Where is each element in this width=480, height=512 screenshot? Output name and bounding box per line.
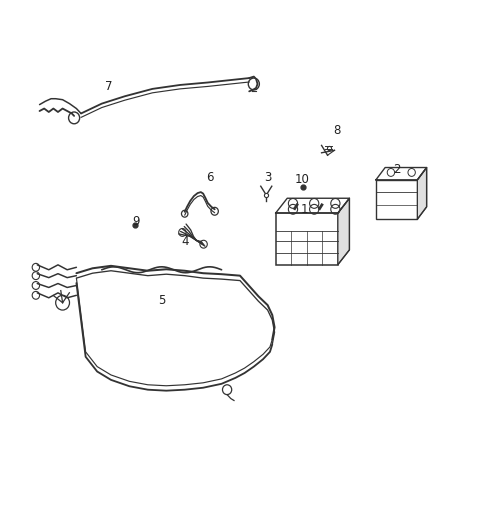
Text: 2: 2 xyxy=(393,163,400,177)
Text: 5: 5 xyxy=(158,294,165,307)
Bar xyxy=(276,213,338,265)
Text: 7: 7 xyxy=(105,80,112,93)
Bar xyxy=(376,180,418,219)
Text: 8: 8 xyxy=(333,124,340,137)
Polygon shape xyxy=(418,167,427,219)
Text: 4: 4 xyxy=(181,235,189,248)
Text: 10: 10 xyxy=(295,174,310,186)
Text: 3: 3 xyxy=(264,171,271,184)
Polygon shape xyxy=(338,198,349,265)
Text: 6: 6 xyxy=(206,171,214,184)
Text: 1: 1 xyxy=(301,203,308,216)
Text: 9: 9 xyxy=(132,215,140,228)
